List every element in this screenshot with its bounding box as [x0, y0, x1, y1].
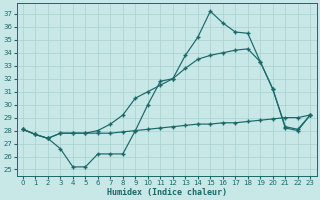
X-axis label: Humidex (Indice chaleur): Humidex (Indice chaleur) [107, 188, 227, 197]
